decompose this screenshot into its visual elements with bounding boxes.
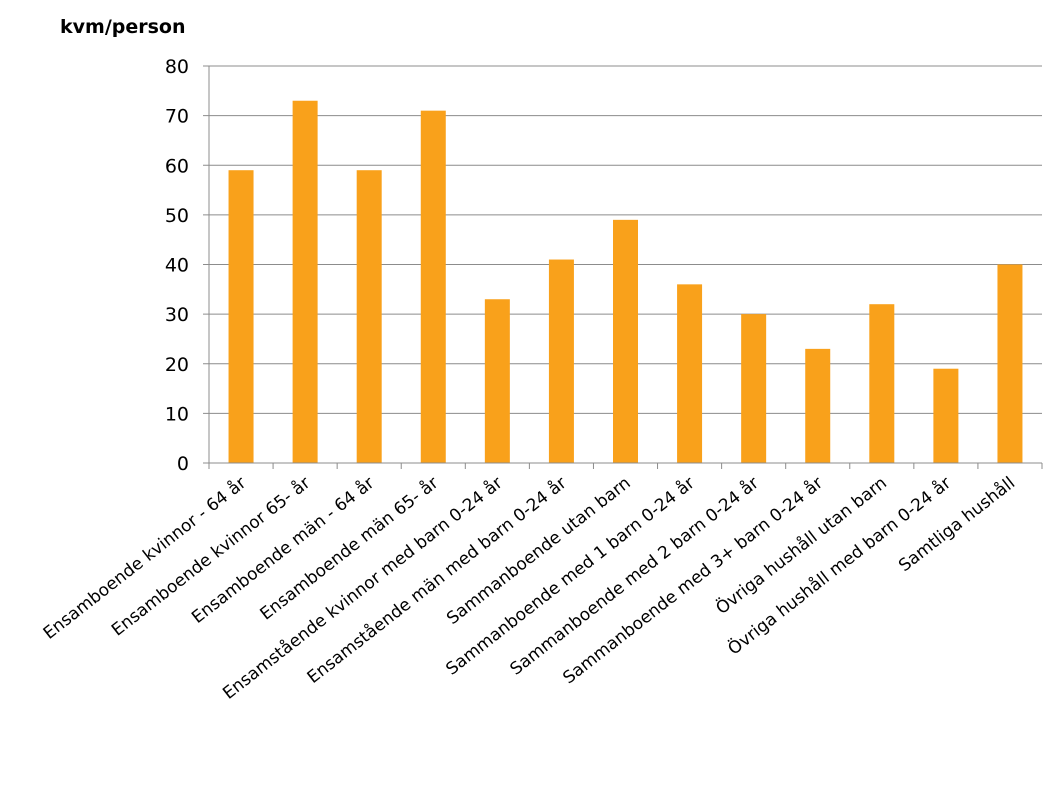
- bar: [741, 314, 767, 463]
- y-tick-label: 60: [165, 155, 189, 177]
- bar: [228, 170, 254, 463]
- y-tick-label: 40: [165, 255, 189, 277]
- bar: [869, 304, 895, 463]
- bar: [292, 100, 318, 464]
- y-axis-label: kvm/person: [60, 16, 186, 38]
- y-tick-label: 50: [165, 205, 189, 227]
- y-tick-label: 70: [165, 106, 189, 128]
- bar: [548, 259, 574, 463]
- bar: [997, 264, 1023, 463]
- y-tick-label: 0: [177, 453, 189, 475]
- y-tick-label: 10: [165, 403, 189, 425]
- bar: [356, 170, 382, 463]
- x-tick-label: Samtliga hushåll: [895, 472, 1019, 576]
- y-tick-label: 30: [165, 304, 189, 326]
- bar: [420, 110, 446, 463]
- bar: [677, 284, 703, 463]
- bar: [805, 348, 831, 463]
- bar: [484, 299, 510, 463]
- y-tick-label: 80: [165, 56, 189, 78]
- bar: [933, 368, 959, 463]
- bar: [613, 219, 638, 463]
- y-tick-label: 20: [165, 354, 189, 376]
